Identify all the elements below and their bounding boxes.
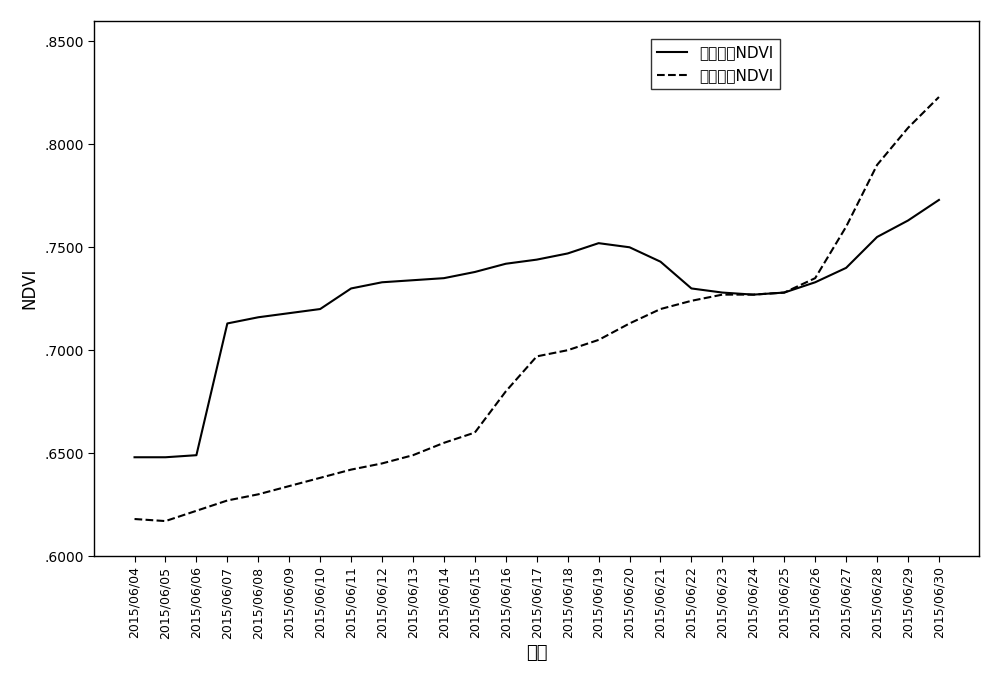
水稻冠层NDVI: [500, 387, 512, 395]
水稻冠层NDVI: [129, 515, 141, 523]
水稻叶片NDVI: [407, 276, 419, 284]
水稻冠层NDVI: [221, 497, 233, 505]
水稻冠层NDVI: [562, 346, 574, 354]
水稻叶片NDVI: [778, 288, 790, 296]
水稻叶片NDVI: [716, 288, 728, 296]
水稻叶片NDVI: [252, 313, 264, 322]
水稻叶片NDVI: [438, 274, 450, 282]
水稻冠层NDVI: [407, 451, 419, 459]
水稻叶片NDVI: [933, 196, 945, 204]
水稻冠层NDVI: [685, 296, 697, 305]
水稻冠层NDVI: [531, 352, 543, 361]
水稻冠层NDVI: [376, 460, 388, 468]
水稻冠层NDVI: [345, 466, 357, 474]
水稻叶片NDVI: [685, 284, 697, 292]
水稻叶片NDVI: [562, 249, 574, 257]
Y-axis label: NDVI: NDVI: [21, 268, 39, 309]
水稻冠层NDVI: [840, 223, 852, 231]
水稻冠层NDVI: [933, 93, 945, 101]
水稻叶片NDVI: [345, 284, 357, 292]
水稻冠层NDVI: [283, 482, 295, 490]
水稻叶片NDVI: [283, 309, 295, 317]
Legend: 水稻叶片NDVI, 水稻冠层NDVI: 水稻叶片NDVI, 水稻冠层NDVI: [651, 39, 780, 89]
水稻冠层NDVI: [747, 290, 759, 298]
水稻叶片NDVI: [902, 217, 914, 225]
水稻叶片NDVI: [500, 260, 512, 268]
水稻冠层NDVI: [902, 124, 914, 132]
水稻冠层NDVI: [716, 290, 728, 298]
水稻冠层NDVI: [871, 161, 883, 169]
X-axis label: 日期: 日期: [526, 644, 547, 662]
水稻冠层NDVI: [593, 336, 605, 344]
水稻叶片NDVI: [871, 233, 883, 241]
水稻冠层NDVI: [809, 274, 821, 282]
水稻冠层NDVI: [778, 288, 790, 296]
Line: 水稻叶片NDVI: 水稻叶片NDVI: [135, 200, 939, 457]
水稻叶片NDVI: [190, 451, 202, 459]
水稻叶片NDVI: [654, 257, 666, 266]
水稻冠层NDVI: [159, 517, 171, 525]
水稻叶片NDVI: [129, 453, 141, 461]
水稻冠层NDVI: [190, 507, 202, 515]
水稻叶片NDVI: [221, 320, 233, 328]
水稻冠层NDVI: [469, 428, 481, 436]
水稻冠层NDVI: [314, 474, 326, 482]
水稻冠层NDVI: [438, 438, 450, 447]
水稻叶片NDVI: [159, 453, 171, 461]
水稻叶片NDVI: [840, 264, 852, 272]
水稻叶片NDVI: [747, 290, 759, 298]
水稻叶片NDVI: [531, 255, 543, 264]
水稻冠层NDVI: [654, 305, 666, 313]
水稻叶片NDVI: [593, 239, 605, 247]
Line: 水稻冠层NDVI: 水稻冠层NDVI: [135, 97, 939, 521]
水稻冠层NDVI: [252, 490, 264, 499]
水稻叶片NDVI: [809, 278, 821, 286]
水稻叶片NDVI: [376, 278, 388, 286]
水稻叶片NDVI: [624, 243, 636, 251]
水稻冠层NDVI: [624, 320, 636, 328]
水稻叶片NDVI: [314, 305, 326, 313]
水稻叶片NDVI: [469, 268, 481, 276]
